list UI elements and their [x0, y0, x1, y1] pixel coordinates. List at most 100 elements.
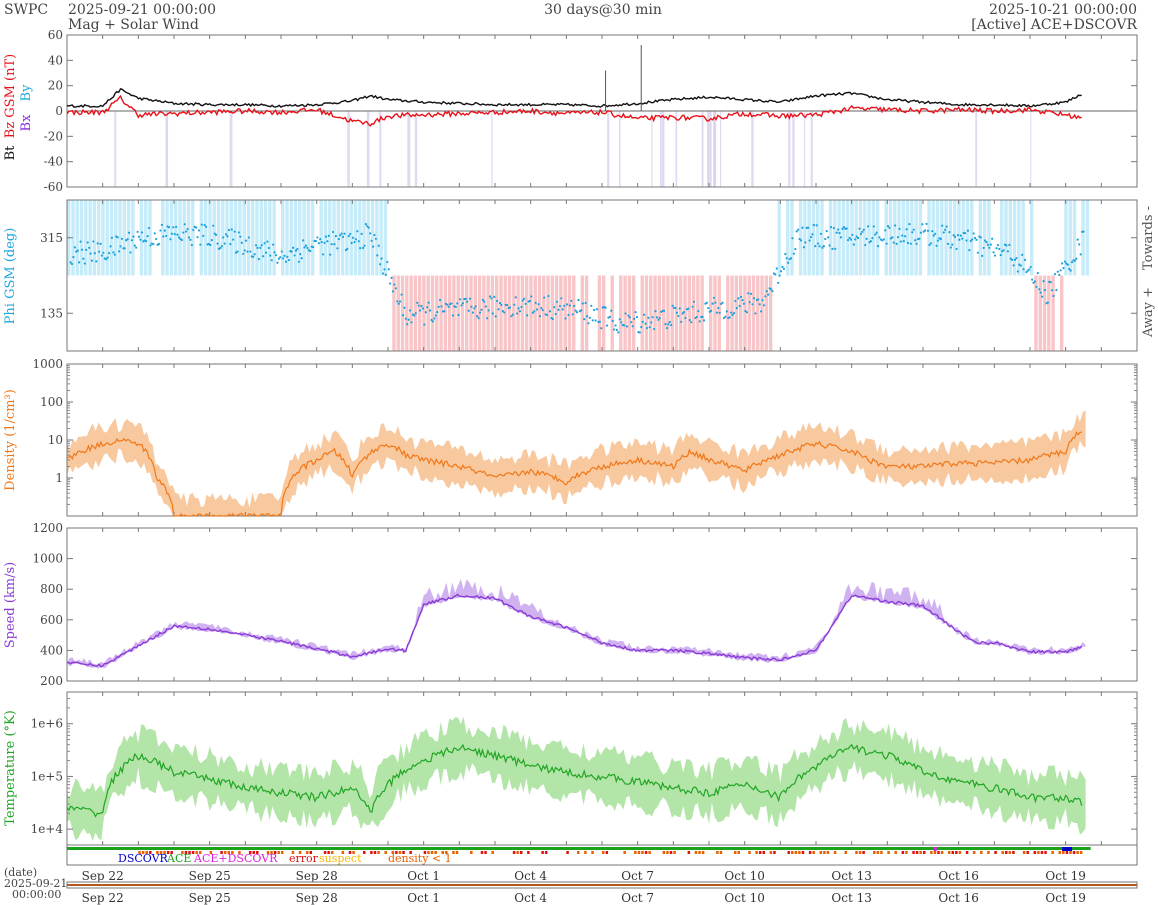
away-fill	[726, 275, 730, 351]
phi-point	[1019, 264, 1022, 267]
phi-point	[791, 237, 794, 240]
phi-point	[366, 225, 369, 228]
quality-flag	[687, 851, 691, 854]
speed-frame	[66, 527, 1138, 682]
mag-ytick-label: 20	[48, 79, 63, 93]
phi-point	[668, 321, 671, 324]
phi-point	[832, 226, 835, 230]
towards-fill	[1012, 200, 1017, 276]
density-ytick-label: 1	[55, 471, 63, 485]
phi-point	[82, 257, 85, 260]
quality-flag	[733, 851, 737, 854]
phi-point	[466, 300, 469, 303]
phi-point	[966, 229, 970, 232]
phi-point	[617, 331, 620, 334]
phi-point	[105, 258, 108, 261]
phi-point	[918, 237, 921, 240]
phi-point	[95, 260, 98, 263]
phi-point	[297, 260, 300, 263]
quality-flag	[377, 851, 380, 854]
phi-point	[939, 237, 942, 241]
phi-point	[722, 316, 726, 320]
phi-point	[320, 240, 323, 244]
towards-fill	[362, 200, 366, 276]
phi-point	[474, 305, 477, 308]
ylabel-phi: Phi GSM (deg)	[3, 228, 18, 325]
phi-point	[952, 234, 955, 237]
phi-point	[514, 296, 517, 299]
towards-fill	[370, 200, 375, 276]
time-label-bottom: Sep 25	[189, 891, 231, 905]
phi-point	[344, 249, 348, 252]
towards-fill	[914, 200, 918, 276]
phi-point	[808, 239, 811, 242]
phi-point	[249, 250, 252, 253]
phi-point	[665, 327, 669, 330]
phi-point	[379, 263, 382, 266]
phi-point	[892, 241, 895, 244]
away-fill	[469, 275, 473, 351]
quality-flag	[947, 851, 951, 854]
quality-flag	[1033, 851, 1037, 854]
quality-flag	[873, 851, 876, 854]
phi-point	[176, 233, 179, 236]
time-label-top: Oct 13	[831, 869, 871, 883]
towards-fill	[144, 200, 148, 276]
phi-point	[416, 301, 419, 304]
bz-south-shading	[661, 111, 665, 187]
phi-point	[480, 308, 483, 311]
away-fill	[529, 275, 533, 351]
towards-fill	[118, 200, 122, 276]
header-org: SWPC	[4, 2, 48, 18]
phi-point	[934, 232, 937, 235]
quality-flag	[1044, 851, 1047, 854]
quality-flag	[605, 851, 609, 854]
phi-point	[357, 240, 360, 243]
time-label-bottom: Oct 13	[831, 891, 871, 905]
quality-flag	[1001, 851, 1004, 854]
phi-point	[764, 295, 767, 298]
phi-point	[404, 317, 407, 320]
phi-point	[804, 241, 807, 244]
phi-point	[740, 295, 743, 298]
time-label-bottom: Oct 19	[1045, 891, 1085, 905]
phi-point	[618, 318, 621, 321]
phi-point	[1070, 261, 1074, 264]
phi-point	[748, 301, 751, 304]
phi-point	[1066, 263, 1069, 266]
towards-fill	[786, 200, 790, 276]
phi-point	[254, 244, 258, 247]
quality-flag	[844, 851, 848, 854]
phi-point	[223, 242, 226, 245]
quality-flag	[395, 851, 398, 854]
phi-point	[624, 312, 627, 315]
away-fill	[499, 275, 503, 351]
phi-point	[782, 267, 786, 270]
phi-point	[146, 235, 149, 238]
time-label-bottom: Sep 28	[296, 891, 338, 905]
quality-flag	[541, 851, 544, 854]
bz-south-shading	[701, 111, 704, 187]
phi-point	[745, 311, 748, 314]
phi-point	[633, 317, 636, 320]
bz-south-shading	[347, 111, 350, 187]
phi-point	[641, 320, 644, 324]
phi-point	[605, 324, 609, 327]
phi-point	[303, 246, 306, 249]
phi-point	[336, 247, 339, 250]
quality-flag	[577, 851, 580, 854]
phi-point	[838, 231, 841, 235]
phi-point	[205, 225, 208, 228]
phi-point	[214, 233, 218, 236]
phi-point	[765, 290, 768, 293]
phi-point	[426, 306, 429, 309]
phi-point	[498, 301, 502, 305]
phi-point	[591, 319, 594, 322]
towards-fill	[216, 200, 221, 276]
phi-point	[98, 250, 101, 253]
phi-point	[1011, 258, 1014, 261]
quality-flag	[309, 851, 313, 854]
phi-point	[528, 299, 532, 303]
phi-point	[286, 255, 289, 258]
phi-point	[829, 226, 833, 229]
